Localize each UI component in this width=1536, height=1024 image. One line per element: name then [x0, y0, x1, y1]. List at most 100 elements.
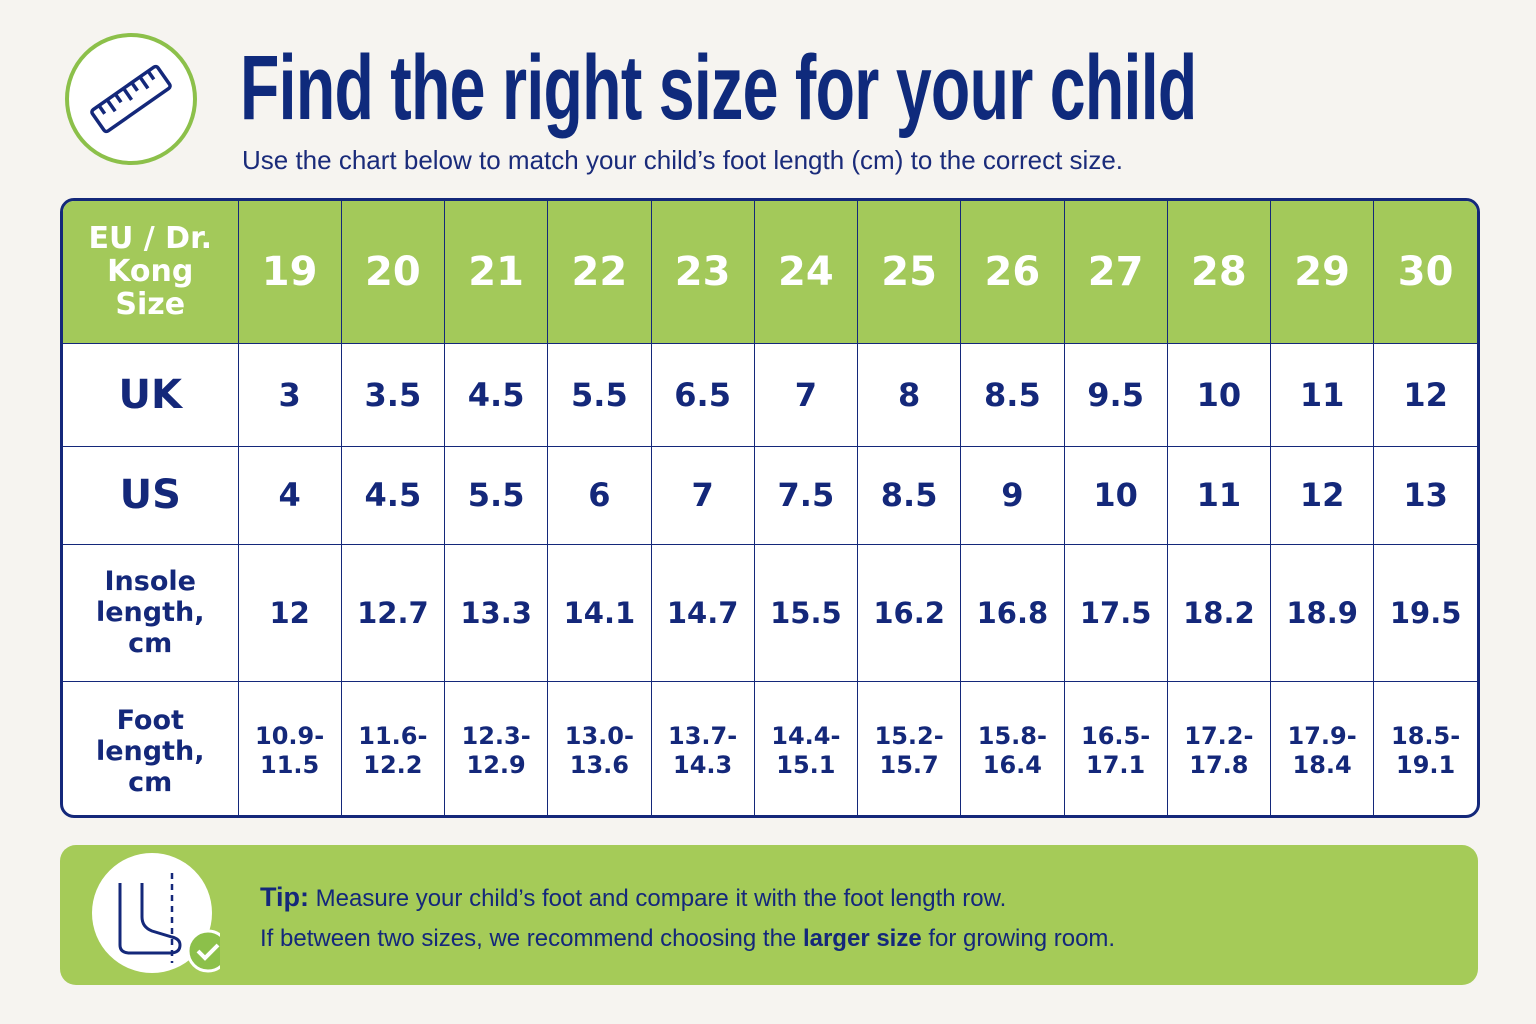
cell: 6: [547, 445, 652, 545]
cell-text: 13.0-13.6: [564, 722, 634, 780]
cell-text: 4.5: [467, 375, 525, 414]
cell: 14.1: [547, 543, 652, 682]
tip-line1: Measure your child’s foot and compare it…: [309, 885, 1007, 912]
row-label-cell: UK: [63, 342, 239, 447]
cell: 17.2-17.8: [1166, 680, 1272, 815]
tip-emphasis: larger size: [802, 925, 922, 952]
cell-text: 13: [1403, 476, 1448, 514]
cell-text: 19.5: [1389, 595, 1462, 630]
cell-text: 27: [1087, 248, 1144, 295]
cell-text: 3: [278, 375, 301, 414]
cell: 7.5: [753, 445, 859, 545]
cell-text: 12: [1403, 375, 1448, 414]
cell-text: 6.5: [674, 375, 731, 414]
cell-text: 25: [881, 248, 937, 295]
cell: 9: [960, 445, 1065, 545]
row-label: UK: [118, 371, 182, 418]
cell: 11: [1269, 342, 1375, 447]
tip-line2-end: for growing room.: [921, 925, 1116, 952]
cell: 18.2: [1166, 543, 1272, 682]
cell-text: 11: [1196, 476, 1242, 514]
cell: 8.5: [960, 342, 1065, 447]
row-label-cell: Insole length, cm: [63, 543, 239, 682]
cell-text: 15.2-15.7: [874, 722, 944, 780]
cell: 29: [1269, 201, 1375, 344]
cell: 28: [1166, 201, 1272, 344]
cell: 3: [237, 342, 342, 447]
cell: 5.5: [443, 445, 549, 545]
cell: 12: [1269, 445, 1375, 545]
cell-text: 11: [1299, 375, 1345, 414]
table-row: US 4 4.5 5.5 6 7 7.5 8.5 9 10 11 12 13: [63, 445, 1477, 545]
cell: 18.9: [1269, 543, 1375, 682]
cell-text: 12: [269, 595, 310, 630]
cell-text: 18.5-19.1: [1391, 722, 1461, 780]
row-label: EU / Dr. Kong Size: [88, 221, 212, 323]
cell-text: 16.5-17.1: [1081, 722, 1151, 780]
cell: 15.2-15.7: [856, 680, 962, 815]
cell: 16.2: [856, 543, 962, 682]
cell-text: 14.4-15.1: [771, 722, 841, 780]
tip-line: If between two sizes, we recommend choos…: [260, 919, 1115, 959]
cell-text: 16.2: [873, 595, 945, 630]
cell-text: 30: [1397, 248, 1454, 295]
cell: 7: [650, 445, 755, 545]
row-label-cell: Foot length, cm: [63, 680, 239, 815]
cell: 22: [547, 201, 652, 344]
table-row: Foot length, cm 10.9-11.5 11.6-12.2 12.3-12…: [63, 680, 1477, 815]
cell-text: 11.6-12.2: [358, 722, 428, 780]
cell-text: 13.7-14.3: [668, 722, 738, 780]
cell-text: 13.3: [460, 595, 532, 630]
cell: 14.7: [650, 543, 755, 682]
ruler-icon: [65, 33, 197, 165]
cell-text: 21: [468, 248, 524, 295]
row-label-cell: EU / Dr. Kong Size: [63, 201, 239, 344]
cell: 30: [1373, 201, 1477, 344]
cell-text: 16.8: [976, 595, 1049, 630]
cell-text: 10: [1196, 375, 1242, 414]
cell: 11.6-12.2: [340, 680, 446, 815]
cell-text: 14.7: [666, 595, 739, 630]
cell: 13.3: [443, 543, 549, 682]
cell-text: 12.7: [357, 595, 429, 630]
cell-text: 5.5: [571, 375, 628, 414]
cell: 13.7-14.3: [650, 680, 755, 815]
cell: 7: [753, 342, 859, 447]
tip-label: Tip:: [260, 882, 309, 912]
cell-text: 8.5: [880, 476, 938, 514]
cell: 5.5: [547, 342, 652, 447]
cell: 19.5: [1373, 543, 1477, 682]
cell: 26: [960, 201, 1065, 344]
cell: 10: [1063, 445, 1168, 545]
cell-text: 5.5: [467, 476, 525, 514]
cell: 8: [856, 342, 962, 447]
cell-text: 3.5: [364, 375, 422, 414]
row-label: US: [119, 472, 181, 518]
cell: 6.5: [650, 342, 755, 447]
cell-text: 14.1: [563, 595, 636, 630]
cell-text: 6: [588, 476, 611, 514]
cell-text: 10.9-11.5: [255, 722, 325, 780]
cell: 13: [1373, 445, 1477, 545]
cell-text: 9.5: [1087, 375, 1144, 414]
cell: 24: [753, 201, 859, 344]
cell: 19: [237, 201, 342, 344]
cell-text: 7.5: [777, 476, 835, 514]
cell: 20: [340, 201, 446, 344]
cell-text: 8: [897, 375, 921, 414]
cell: 10.9-11.5: [237, 680, 342, 815]
cell-text: 28: [1191, 248, 1247, 295]
size-table: EU / Dr. Kong Size 19 20 21 22 23 24 25 26 27 28 29…: [60, 198, 1480, 818]
tip-line: Tip: Measure your child’s foot and compa…: [260, 877, 1115, 919]
cell: 8.5: [856, 445, 962, 545]
cell: 12.3-12.9: [443, 680, 549, 815]
cell-text: 17.9-18.4: [1287, 722, 1357, 780]
table-row: Insole length, cm 12 12.7 13.3 14.1 14.7 15.5 1…: [63, 543, 1477, 682]
cell: 15.5: [753, 543, 859, 682]
cell: 10: [1166, 342, 1272, 447]
cell: 12: [237, 543, 342, 682]
cell: 4.5: [443, 342, 549, 447]
cell: 4: [237, 445, 342, 545]
cell: 16.5-17.1: [1063, 680, 1168, 815]
